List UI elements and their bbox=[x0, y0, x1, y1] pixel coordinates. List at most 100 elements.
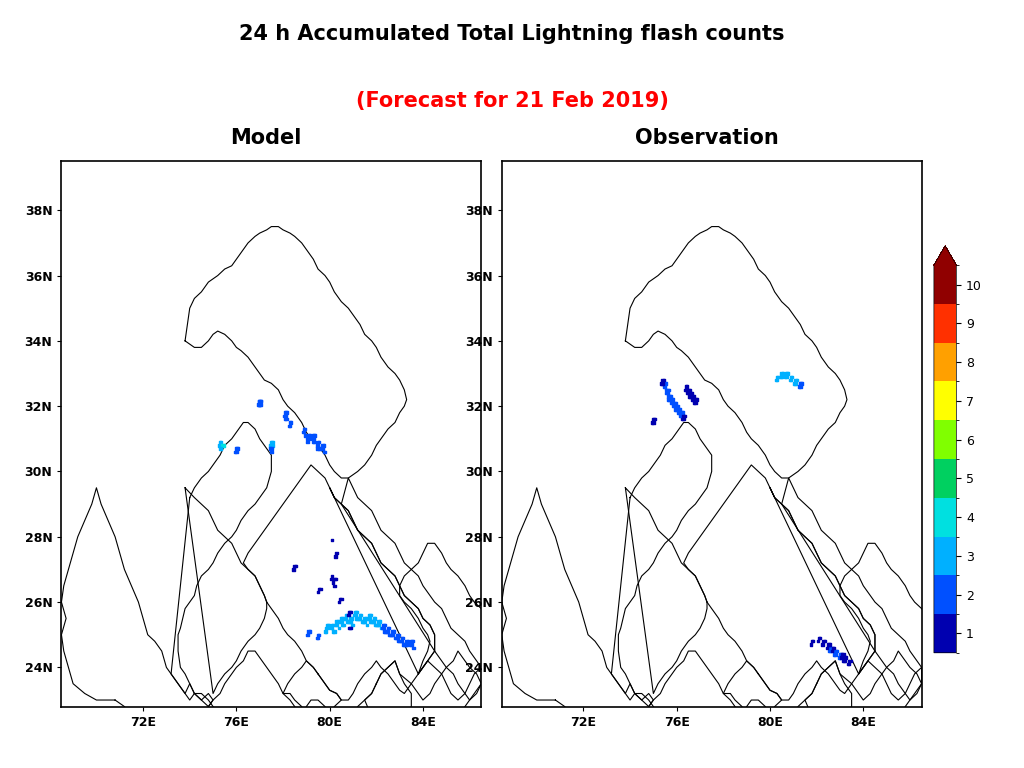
Point bbox=[286, 563, 302, 575]
Point bbox=[360, 612, 377, 624]
Point bbox=[211, 439, 227, 452]
Point bbox=[686, 390, 702, 402]
Point bbox=[352, 609, 369, 621]
Point bbox=[812, 632, 828, 644]
Point bbox=[653, 377, 670, 389]
Point bbox=[306, 436, 323, 449]
Point bbox=[228, 442, 245, 455]
Point bbox=[827, 645, 844, 657]
Point bbox=[395, 632, 412, 644]
Point bbox=[402, 638, 419, 650]
Point bbox=[840, 658, 856, 670]
Point bbox=[341, 615, 357, 627]
Point bbox=[328, 573, 344, 585]
Point bbox=[288, 560, 304, 572]
Point bbox=[347, 609, 364, 621]
Point bbox=[645, 413, 662, 425]
Point bbox=[302, 625, 318, 637]
Point bbox=[660, 384, 677, 396]
Point bbox=[311, 628, 328, 641]
Point bbox=[391, 635, 408, 647]
Point bbox=[786, 377, 803, 389]
Point bbox=[828, 645, 845, 657]
Point bbox=[305, 429, 322, 442]
Point bbox=[788, 374, 805, 386]
Point bbox=[215, 439, 231, 452]
Point bbox=[682, 390, 698, 402]
Point bbox=[791, 380, 807, 392]
Point bbox=[676, 410, 692, 422]
Point bbox=[841, 658, 857, 670]
Point bbox=[297, 423, 313, 435]
Point bbox=[814, 638, 830, 650]
Point bbox=[329, 619, 345, 631]
Point bbox=[675, 413, 691, 425]
Point bbox=[663, 397, 679, 409]
Point bbox=[302, 429, 318, 442]
Point bbox=[362, 609, 379, 621]
Point bbox=[680, 384, 696, 396]
Point bbox=[325, 619, 341, 631]
Point bbox=[318, 622, 335, 634]
Point bbox=[331, 622, 347, 634]
Point bbox=[671, 406, 687, 419]
Point bbox=[687, 397, 703, 409]
Point bbox=[344, 619, 360, 631]
Point bbox=[654, 374, 671, 386]
Point bbox=[826, 648, 843, 660]
Point bbox=[319, 622, 336, 634]
Point bbox=[398, 635, 415, 647]
Point bbox=[341, 622, 357, 634]
Point bbox=[337, 612, 353, 624]
Point bbox=[383, 628, 399, 641]
Point bbox=[778, 367, 795, 379]
Point bbox=[392, 635, 409, 647]
Point bbox=[658, 384, 675, 396]
Point bbox=[309, 442, 326, 455]
Point bbox=[212, 436, 228, 449]
Point bbox=[659, 387, 676, 399]
Point bbox=[677, 384, 693, 396]
Point bbox=[372, 615, 388, 627]
Point bbox=[316, 625, 333, 637]
Point bbox=[837, 654, 853, 667]
Point bbox=[831, 651, 848, 664]
Point bbox=[340, 615, 356, 627]
Point bbox=[229, 442, 246, 455]
Point bbox=[826, 641, 843, 654]
Point bbox=[264, 436, 281, 449]
Point bbox=[295, 426, 311, 439]
Point bbox=[645, 416, 662, 429]
Point bbox=[772, 371, 788, 383]
Point bbox=[252, 399, 268, 411]
Point bbox=[672, 410, 688, 422]
Point bbox=[365, 615, 381, 627]
Point bbox=[310, 439, 327, 452]
Point bbox=[300, 625, 316, 637]
Point bbox=[819, 641, 836, 654]
Point bbox=[361, 609, 378, 621]
Point bbox=[323, 573, 339, 585]
Point bbox=[310, 586, 327, 598]
Point bbox=[805, 635, 821, 647]
Point bbox=[376, 625, 392, 637]
Point bbox=[684, 387, 700, 399]
Point bbox=[673, 406, 689, 419]
Point bbox=[688, 393, 705, 406]
Point bbox=[394, 635, 411, 647]
Point bbox=[837, 651, 853, 664]
Point bbox=[342, 606, 358, 618]
Point bbox=[658, 377, 675, 389]
Point bbox=[368, 619, 384, 631]
Point bbox=[816, 635, 833, 647]
Point bbox=[830, 651, 847, 664]
Point bbox=[331, 596, 347, 608]
Point bbox=[339, 609, 355, 621]
Point bbox=[263, 442, 280, 455]
Point bbox=[318, 625, 335, 637]
Point bbox=[279, 413, 295, 425]
Point bbox=[338, 612, 354, 624]
Point bbox=[773, 367, 790, 379]
Point bbox=[655, 374, 672, 386]
Point bbox=[389, 632, 406, 644]
